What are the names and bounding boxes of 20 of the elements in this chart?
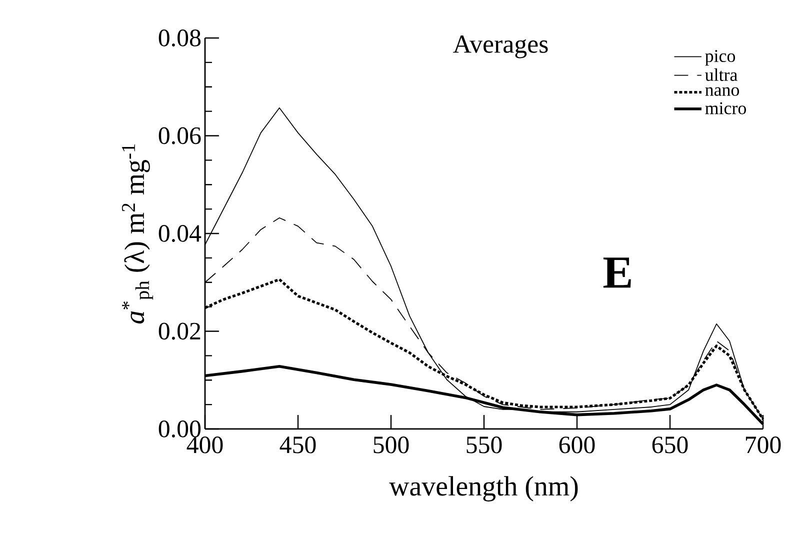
x-axis-title: wavelength (nm) (389, 476, 578, 502)
legend-label: ultra (705, 68, 738, 81)
y-tick-label: 0.02 (158, 322, 200, 340)
y-tick-label: 0.08 (158, 30, 201, 46)
x-tick-label: 500 (374, 436, 409, 454)
x-tick-label: 450 (280, 436, 316, 454)
x-tick-label: 700 (746, 436, 781, 454)
x-tick-label: 650 (652, 436, 688, 454)
x-tick-label: 600 (559, 436, 595, 454)
chart-title: Averages (453, 36, 548, 58)
y-tick-label: 0.06 (158, 127, 201, 144)
annotation: E (603, 258, 631, 288)
legend-label: micro (705, 102, 746, 114)
y-axis-title: a$^{*}$$_{ph}$ (λ) m$^{2}$ mg$^{-1}$ (122, 144, 154, 324)
x-tick-label: 400 (186, 436, 223, 454)
y-tick-label: 0.04 (158, 225, 202, 242)
y-tick-label: 0.00 (158, 420, 201, 438)
x-tick-label: 550 (466, 436, 502, 454)
legend-label: pico (705, 50, 736, 66)
legend-label: nano (705, 87, 740, 96)
